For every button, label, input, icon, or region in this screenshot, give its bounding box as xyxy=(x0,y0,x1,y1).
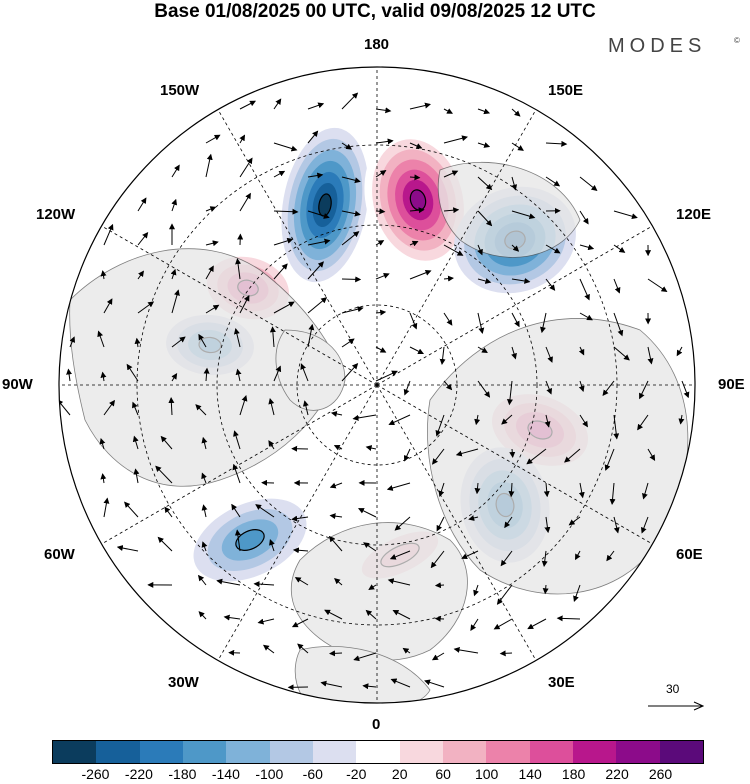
wind-arrow xyxy=(436,585,444,586)
wind-arrow xyxy=(512,449,513,457)
colorbar-segment xyxy=(486,741,529,763)
wind-arrow xyxy=(501,653,512,654)
lon-label-0: 0 xyxy=(372,716,380,733)
wind-scale-arrow xyxy=(648,700,704,712)
lon-label-120e: 120E xyxy=(676,206,711,223)
colorbar-segment xyxy=(183,741,226,763)
colorbar-tick-label: -180 xyxy=(168,766,196,782)
colorbar-tick-label: 180 xyxy=(562,766,585,782)
lon-label-90e: 90E xyxy=(718,376,745,393)
wind-scale-label: 30 xyxy=(666,682,679,696)
colorbar-tick-label: 60 xyxy=(435,766,451,782)
colorbar-tick-label: 140 xyxy=(518,766,541,782)
wind-arrow xyxy=(330,653,342,654)
colorbar-tick-label: 20 xyxy=(392,766,408,782)
colorbar-tick-label: 100 xyxy=(475,766,498,782)
colorbar-segment xyxy=(616,741,659,763)
colorbar-tick-label: -100 xyxy=(255,766,283,782)
lon-label-180: 180 xyxy=(364,36,389,53)
lon-label-150w: 150W xyxy=(160,82,199,99)
lon-label-90w: 90W xyxy=(2,376,33,393)
colorbar-segment xyxy=(96,741,139,763)
colorbar-tick-label: -140 xyxy=(212,766,240,782)
colorbar-segment xyxy=(140,741,183,763)
lon-label-60e: 60E xyxy=(676,546,703,563)
wind-arrow xyxy=(410,177,419,178)
colorbar-segment xyxy=(270,741,313,763)
colorbar-tick-label: -220 xyxy=(125,766,153,782)
colorbar-ticks: -260 -220 -180 -140 -100 -60 -20 20 60 100 140 180 2… xyxy=(52,766,704,784)
colorbar-tick-label: 220 xyxy=(605,766,628,782)
colorbar-segment xyxy=(573,741,616,763)
colorbar-tick-label: -60 xyxy=(303,766,323,782)
colorbar-tick-label: -20 xyxy=(346,766,366,782)
colorbar-segment xyxy=(660,741,703,763)
land-asia xyxy=(427,318,687,594)
colorbar-segment xyxy=(53,741,96,763)
wind-arrow xyxy=(376,211,384,212)
lon-label-150e: 150E xyxy=(548,82,583,99)
lon-label-30e: 30E xyxy=(548,674,575,691)
colorbar-segment xyxy=(400,741,443,763)
lon-label-120w: 120W xyxy=(36,206,75,223)
colorbar-segment xyxy=(530,741,573,763)
lon-label-30w: 30W xyxy=(168,674,199,691)
colorbar-segment xyxy=(356,741,399,763)
colorbar-segment xyxy=(443,741,486,763)
wind-arrow xyxy=(342,279,360,280)
colorbar-segment xyxy=(226,741,269,763)
lon-label-60w: 60W xyxy=(44,546,75,563)
colorbar-tick-label: 260 xyxy=(649,766,672,782)
colorbar-tick-label: -260 xyxy=(81,766,109,782)
colorbar xyxy=(52,740,704,764)
colorbar-segment xyxy=(313,741,356,763)
